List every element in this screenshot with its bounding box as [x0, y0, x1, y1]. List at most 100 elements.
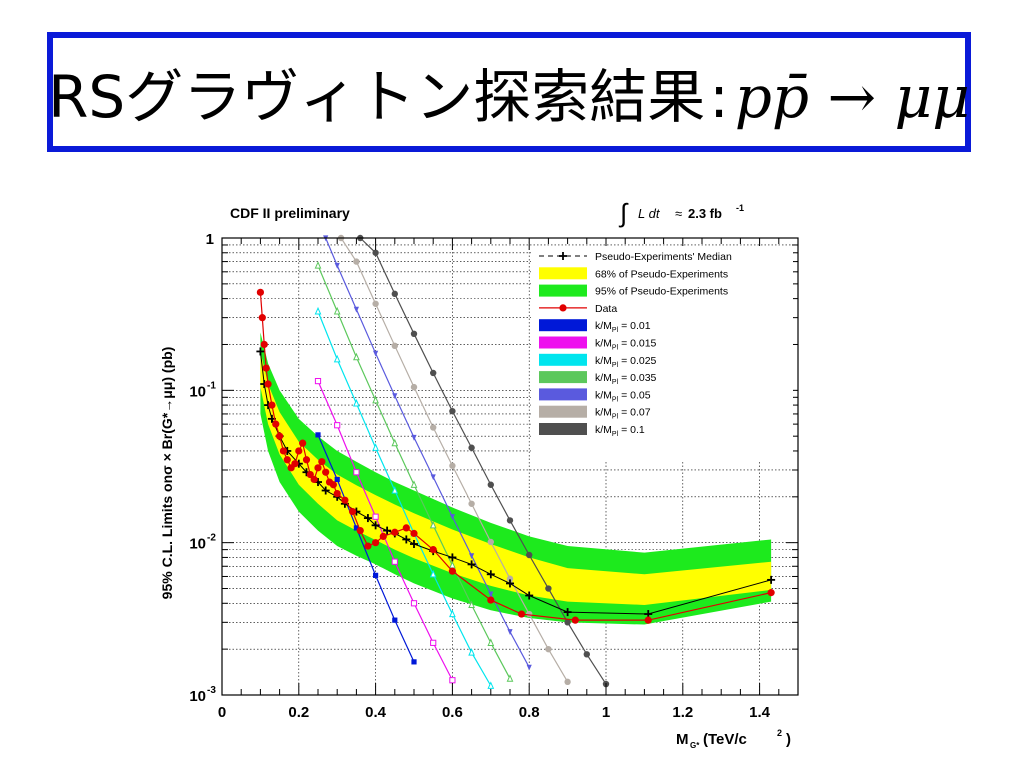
theory-point	[411, 434, 417, 441]
theory-curve-5	[337, 234, 571, 686]
theory-point	[372, 513, 379, 520]
theory-point	[430, 424, 437, 431]
median-point	[563, 608, 572, 617]
x-axis-label-unit: (TeV/c	[703, 731, 747, 748]
data-point	[448, 567, 456, 575]
band-68-area	[260, 351, 772, 605]
theory-point	[353, 525, 359, 531]
legend-theory-swatch-4	[539, 388, 587, 401]
theory-point	[487, 538, 494, 546]
theory-point	[487, 481, 494, 488]
band-95-area	[260, 332, 772, 625]
median-point	[256, 347, 265, 356]
data-layer	[256, 288, 775, 624]
legend-band-68-label: 68% of Pseudo-Experiments	[595, 268, 728, 280]
x-tick-label: 1	[602, 704, 610, 721]
legend-theory-label-4: k/MPl = 0.05	[595, 389, 651, 403]
legend-theory-label-1: k/MPl = 0.015	[595, 338, 657, 352]
data-point	[333, 489, 341, 498]
theory-point	[583, 651, 590, 658]
legend-theory-swatch-2	[539, 353, 587, 366]
legend-theory-swatch-1	[539, 336, 587, 349]
data-point	[410, 529, 418, 538]
slide-title-formula: pp̄ → μμ	[734, 63, 970, 131]
median-point	[486, 570, 495, 579]
legend: Pseudo-Experiments' Median 68% of Pseudo-…	[531, 246, 793, 460]
theory-point	[545, 585, 552, 592]
median-line	[259, 351, 772, 615]
theory-point	[449, 514, 455, 520]
data-point	[272, 420, 280, 428]
theory-point	[411, 659, 417, 665]
legend-theory-swatch-3	[539, 371, 587, 384]
theory-point	[449, 462, 456, 469]
data-point	[487, 596, 495, 604]
theory-point	[392, 393, 398, 400]
legend-theory-label-2: k/MPl = 0.025	[595, 355, 657, 369]
theory-point	[353, 352, 360, 361]
data-point	[264, 380, 272, 388]
median-point	[525, 591, 534, 600]
y-axis-label: 95% C.L. Limits onσ × Br(G*→μμ) (pb)	[159, 347, 175, 600]
x-tick-label: 0.8	[519, 704, 540, 721]
data-point	[341, 496, 349, 504]
legend-theory-label-0: k/MPl = 0.01	[595, 320, 651, 334]
luminosity-exponent: -1	[736, 203, 744, 213]
theory-point	[468, 444, 475, 451]
data-point	[291, 460, 299, 468]
theory-point	[429, 520, 437, 529]
y-tick-label: 10	[189, 536, 206, 553]
theory-point	[526, 664, 532, 671]
theory-curve-0	[315, 432, 417, 665]
data-point	[258, 314, 266, 322]
theory-point	[315, 432, 321, 438]
y-tick-label-exponent: -1	[207, 380, 216, 391]
data-point	[356, 527, 364, 535]
theory-point	[564, 678, 571, 686]
median-point	[383, 526, 392, 535]
theory-point	[334, 422, 341, 429]
theory-point	[333, 306, 341, 315]
theory-point	[314, 261, 322, 269]
y-tick-label-exponent: -2	[207, 533, 216, 544]
theory-point	[410, 600, 418, 607]
theory-point	[545, 645, 552, 653]
theory-point	[333, 354, 341, 363]
data-point	[322, 468, 330, 476]
legend-theory-label-5: k/MPl = 0.07	[595, 407, 651, 421]
theory-line	[317, 434, 415, 663]
theory-point	[410, 480, 418, 488]
luminosity-variable: L dt	[638, 206, 661, 221]
data-point	[348, 507, 357, 516]
theory-point	[469, 553, 475, 559]
data-point	[299, 439, 307, 447]
data-point	[318, 458, 326, 466]
theory-point	[468, 600, 475, 609]
theory-point	[506, 674, 514, 682]
legend-theory-swatch-5	[539, 405, 587, 418]
theory-point	[372, 300, 379, 307]
data-point	[767, 589, 775, 597]
median-point	[371, 521, 380, 530]
data-point	[571, 616, 579, 624]
theory-point	[430, 474, 436, 481]
slide-title-main: RSグラヴィトン探索結果	[48, 63, 706, 131]
x-axis-label-close: )	[786, 731, 791, 748]
theory-point	[373, 572, 379, 578]
legend-theory-swatch-0	[539, 319, 587, 332]
data-point	[295, 447, 303, 455]
legend-median-label: Pseudo-Experiments' Median	[595, 251, 732, 263]
theory-point	[506, 575, 514, 582]
theory-point	[372, 395, 379, 404]
data-point	[517, 610, 526, 618]
data-point	[262, 364, 270, 372]
theory-point	[410, 330, 418, 338]
luminosity-approx: ≈	[675, 206, 682, 221]
theory-point	[410, 383, 418, 391]
theory-point	[392, 617, 398, 623]
median-point	[410, 540, 418, 549]
median-point	[321, 486, 330, 495]
y-tick-label: 10	[189, 688, 206, 705]
median-point	[467, 560, 476, 569]
theory-point	[391, 558, 398, 565]
